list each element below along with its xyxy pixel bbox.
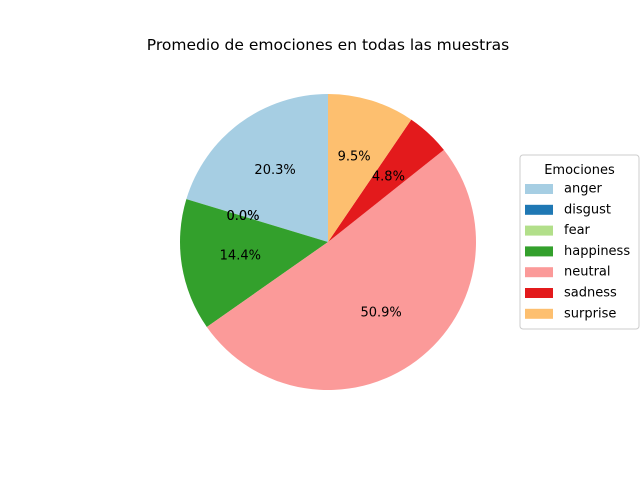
- pie-percent-labels: 20.3%0.0%0.0%14.4%50.9%4.8%9.5%: [220, 150, 405, 321]
- legend-title: Emociones: [544, 163, 615, 178]
- pie-label-disgust: 0.0%: [226, 209, 259, 224]
- pie-slice-surprise: [328, 94, 412, 242]
- legend-label-surprise: surprise: [564, 306, 616, 321]
- legend-swatch-happiness: [525, 246, 553, 257]
- pie-label-sadness: 4.8%: [372, 169, 405, 184]
- legend: Emociones anger disgust fear happiness neutr…: [519, 154, 640, 330]
- pie-slice-anger: [186, 94, 328, 242]
- legend-label-anger: anger: [564, 182, 602, 197]
- legend-label-disgust: disgust: [564, 202, 611, 217]
- pie-slice-happiness: [180, 199, 328, 327]
- pie-label-fear: 0.0%: [226, 209, 259, 224]
- legend-label-fear: fear: [564, 223, 591, 238]
- pie-slices: [180, 94, 477, 391]
- legend-label-neutral: neutral: [564, 265, 611, 280]
- legend-swatch-sadness: [525, 288, 553, 298]
- legend-label-sadness: sadness: [564, 286, 617, 301]
- pie-slice-neutral: [206, 149, 477, 391]
- pie-label-surprise: 9.5%: [338, 150, 371, 165]
- pie-label-happiness: 14.4%: [220, 249, 261, 264]
- legend-frame: [519, 154, 640, 330]
- legend-swatch-disgust: [525, 204, 553, 215]
- legend-swatch-anger: [525, 184, 553, 194]
- pie-label-neutral: 50.9%: [360, 306, 401, 321]
- legend-items: anger disgust fear happiness neutral sadness s…: [525, 182, 630, 321]
- legend-swatch-neutral: [525, 267, 553, 278]
- chart-title: Promedio de emociones en todas las muest…: [147, 36, 509, 54]
- legend-label-happiness: happiness: [564, 244, 630, 259]
- legend-swatch-surprise: [525, 308, 553, 319]
- pie-label-anger: 20.3%: [254, 163, 295, 178]
- legend-swatch-fear: [525, 225, 553, 236]
- pie-slice-sadness: [328, 119, 444, 242]
